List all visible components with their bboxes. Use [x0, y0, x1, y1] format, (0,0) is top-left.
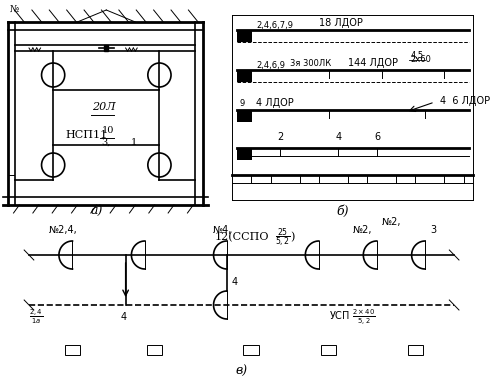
Bar — [237, 148, 252, 160]
Bar — [321, 345, 336, 355]
Text: 10: 10 — [102, 126, 114, 135]
Bar — [348, 175, 367, 183]
Text: 4 ЛДОР: 4 ЛДОР — [256, 98, 294, 108]
Text: $\frac{25}{5,2}$: $\frac{25}{5,2}$ — [275, 226, 291, 249]
Text: 9: 9 — [240, 99, 245, 108]
Bar — [299, 175, 319, 183]
Text: 4  6 ЛДОР: 4 6 ЛДОР — [440, 96, 490, 106]
Text: б): б) — [337, 205, 349, 218]
Text: 2: 2 — [277, 132, 283, 142]
Text: НСП11: НСП11 — [66, 130, 108, 140]
Text: 3я 300ЛК: 3я 300ЛК — [290, 59, 331, 68]
Text: 20Л: 20Л — [92, 102, 116, 112]
Bar — [244, 345, 259, 355]
Text: $\frac{2,4}{1a}$: $\frac{2,4}{1a}$ — [29, 307, 43, 326]
Text: УСП $\frac{2\times40}{5,2}$: УСП $\frac{2\times40}{5,2}$ — [329, 307, 375, 327]
Text: 18 ЛДОР: 18 ЛДОР — [319, 18, 363, 28]
Text: №2,: №2, — [353, 225, 372, 235]
Text: №2,4,: №2,4, — [48, 225, 77, 235]
Text: 4: 4 — [232, 277, 238, 287]
Text: 4: 4 — [121, 312, 127, 322]
Bar — [445, 175, 464, 183]
Text: 2,4,6,7,9: 2,4,6,7,9 — [256, 21, 293, 30]
Bar — [65, 345, 80, 355]
Text: 12(ССПО: 12(ССПО — [214, 232, 269, 242]
Bar — [396, 175, 415, 183]
Text: в): в) — [236, 365, 248, 378]
Text: 4,5: 4,5 — [411, 51, 424, 60]
Text: 2,4,6,9: 2,4,6,9 — [256, 61, 285, 70]
Bar — [147, 345, 162, 355]
Text: 2х60: 2х60 — [411, 55, 432, 64]
Bar — [105, 45, 108, 51]
Text: №4,: №4, — [213, 225, 232, 235]
Text: 3,: 3, — [102, 138, 111, 147]
Text: ): ) — [290, 232, 294, 242]
Bar — [408, 345, 423, 355]
Bar — [237, 110, 252, 122]
Bar — [237, 30, 252, 42]
Text: 1: 1 — [130, 138, 136, 147]
Bar — [251, 175, 270, 183]
Text: 6: 6 — [374, 132, 380, 142]
Text: 144 ЛДОР: 144 ЛДОР — [348, 58, 398, 68]
Text: а): а) — [91, 205, 103, 218]
Text: №2,: №2, — [381, 217, 401, 227]
Text: №: № — [9, 5, 19, 14]
Bar — [237, 70, 252, 82]
Text: 3: 3 — [430, 225, 436, 235]
Text: 4: 4 — [335, 132, 342, 142]
